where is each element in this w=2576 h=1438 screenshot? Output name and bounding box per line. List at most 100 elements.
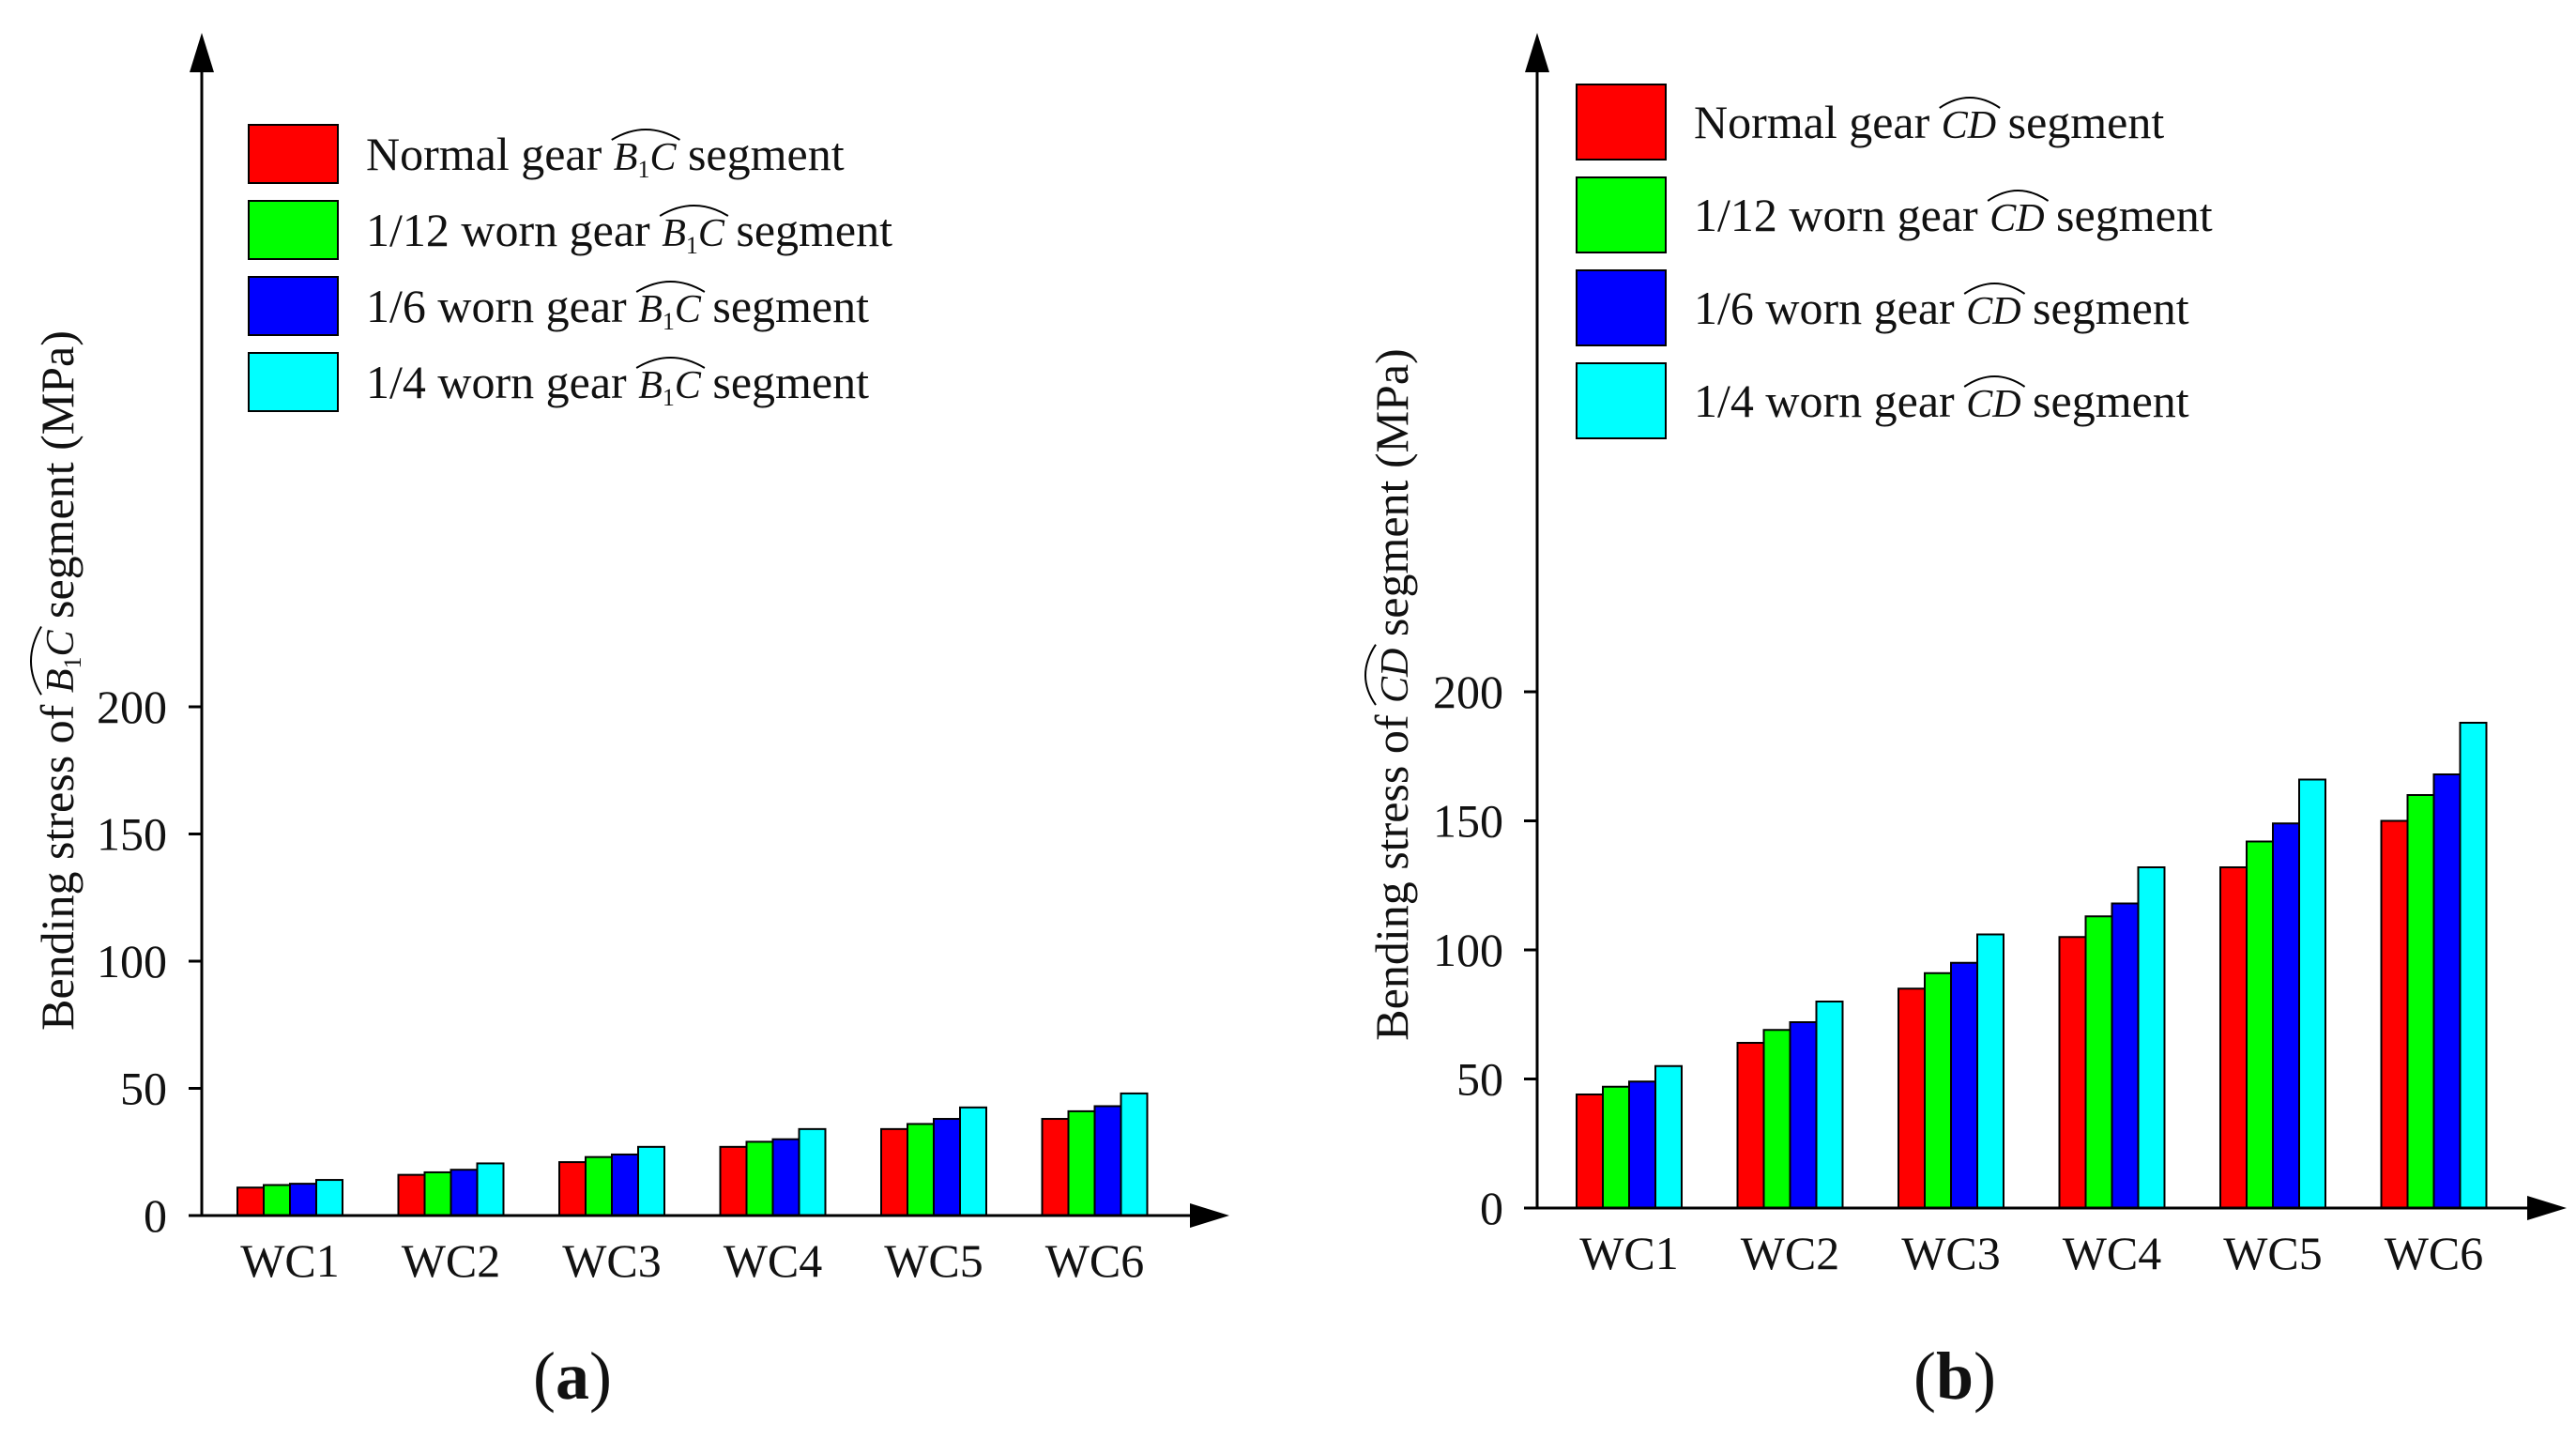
bar-b-wc6-s3 xyxy=(2459,722,2488,1209)
category-label-wc3: WC3 xyxy=(562,1234,662,1287)
legend-prefix: 1/6 worn gear xyxy=(1694,282,1966,334)
legend-arc-mark xyxy=(1939,97,2001,109)
legend-suffix: segment xyxy=(1996,96,2164,148)
bar-b-wc2-s1 xyxy=(1762,1029,1791,1209)
legend-arc-tail: C xyxy=(675,364,702,407)
legend-swatch-s1 xyxy=(248,200,339,260)
legend-arc-sub: 1 xyxy=(686,232,698,259)
bar-a-wc4-s0 xyxy=(719,1145,748,1216)
bar-a-wc1-s1 xyxy=(263,1184,291,1216)
legend-arc-sub: 1 xyxy=(663,308,675,335)
bar-b-wc4-s1 xyxy=(2084,915,2113,1209)
bar-b-wc5-s2 xyxy=(2272,822,2300,1209)
bar-a-wc2-s2 xyxy=(450,1169,479,1216)
bar-b-wc3-s3 xyxy=(1976,933,2004,1209)
bar-a-wc2-s3 xyxy=(476,1162,505,1216)
legend-prefix: 1/4 worn gear xyxy=(366,356,638,408)
bar-a-wc6-s1 xyxy=(1067,1109,1096,1217)
bar-b-wc5-s1 xyxy=(2246,840,2274,1209)
legend-arc-mark xyxy=(635,357,706,369)
legend-arc-main: CD xyxy=(1942,104,1996,147)
bar-a-wc5-s1 xyxy=(907,1123,935,1216)
bar-a-wc3-s1 xyxy=(585,1155,613,1217)
y-tick-label: 50 xyxy=(1456,1053,1503,1106)
y-tick-label: 150 xyxy=(1433,795,1503,848)
legend-arc-main: B xyxy=(638,288,663,331)
chart-b: WC1 WC2 WC3 WC4 WC5 WC6 0 50 100 150 200 Normal gea… xyxy=(1364,33,2567,1279)
ylabel-arc-tail: C xyxy=(39,630,83,657)
category-label-wc2: WC2 xyxy=(402,1234,501,1287)
bar-b-wc6-s1 xyxy=(2406,794,2435,1209)
bar-a-wc5-s2 xyxy=(933,1118,961,1217)
bar-b-wc3-s1 xyxy=(1924,971,1952,1209)
legend-arc-tail: C xyxy=(698,212,725,255)
legend-swatch-s3 xyxy=(1576,362,1667,439)
bar-a-wc6-s3 xyxy=(1120,1092,1149,1217)
ylabel-prefix: Bending stress of xyxy=(31,693,84,1031)
ylabel-arc-main: CD xyxy=(1374,649,1417,703)
category-label-wc4: WC4 xyxy=(724,1234,823,1287)
ylabel-arc-main: B xyxy=(39,669,83,694)
panel-label-b-text: b xyxy=(1935,1339,1974,1414)
y-axis-arrow xyxy=(190,33,214,72)
bar-b-wc4-s2 xyxy=(2111,902,2140,1209)
legend-arc-sub: 1 xyxy=(663,384,675,411)
category-label-wc6: WC6 xyxy=(1045,1234,1145,1287)
legend-entry-s3: 1/4 worn gear B1C segment xyxy=(366,356,869,411)
bar-a-wc1-s2 xyxy=(289,1183,317,1216)
ylabel-arc-mark xyxy=(1364,644,1377,706)
bar-a-wc4-s1 xyxy=(745,1140,774,1217)
legend-prefix: 1/12 worn gear xyxy=(366,204,662,256)
bar-b-wc1-s2 xyxy=(1628,1080,1656,1209)
legend-suffix: segment xyxy=(2021,375,2189,427)
legend-arc-tail: C xyxy=(675,288,702,331)
bar-a-wc1-s0 xyxy=(236,1186,265,1216)
y-tick-label: 0 xyxy=(144,1189,167,1242)
panel-label-b: (b) xyxy=(1913,1339,1996,1414)
legend-entry-s0: Normal gear B1C segment xyxy=(366,128,845,183)
legend-arc-main: B xyxy=(662,212,686,255)
bar-a-wc6-s2 xyxy=(1093,1105,1122,1216)
bar-b-wc2-s2 xyxy=(1789,1021,1818,1209)
category-label-wc1: WC1 xyxy=(240,1234,340,1287)
legend-swatch-s0 xyxy=(248,124,339,184)
bar-a-wc1-s3 xyxy=(315,1179,343,1217)
legend-arc-mark xyxy=(1963,283,2026,295)
ylabel-prefix: Bending stress of xyxy=(1365,703,1418,1041)
legend-swatch-s1 xyxy=(1576,176,1667,253)
legend-prefix: 1/12 worn gear xyxy=(1694,189,1989,241)
category-label-wc6: WC6 xyxy=(2385,1227,2484,1279)
legend-arc-main: B xyxy=(614,136,638,179)
legend-arc-main: CD xyxy=(1966,290,2020,333)
ylabel-suffix: segment (MPa) xyxy=(1365,348,1418,648)
legend-entry-s1: 1/12 worn gear CD segment xyxy=(1694,189,2213,241)
legend-suffix: segment xyxy=(701,280,869,332)
bar-a-wc2-s1 xyxy=(423,1170,452,1217)
category-label-wc3: WC3 xyxy=(1901,1227,2001,1279)
bar-a-wc5-s0 xyxy=(880,1127,908,1216)
y-tick-label: 200 xyxy=(1433,665,1503,718)
bar-b-wc4-s0 xyxy=(2058,936,2087,1209)
legend-entry-s3: 1/4 worn gear CD segment xyxy=(1694,375,2189,427)
category-label-wc1: WC1 xyxy=(1579,1227,1679,1279)
bar-a-wc3-s2 xyxy=(611,1153,639,1216)
bar-b-wc3-s2 xyxy=(1950,961,1978,1209)
bar-b-wc1-s0 xyxy=(1576,1094,1604,1209)
bar-a-wc3-s3 xyxy=(637,1145,665,1216)
legend-entry-s2: 1/6 worn gear CD segment xyxy=(1694,282,2189,334)
bar-b-wc1-s1 xyxy=(1602,1085,1630,1209)
y-tick-label: 100 xyxy=(1433,924,1503,976)
category-label-wc2: WC2 xyxy=(1741,1227,1840,1279)
bar-a-wc6-s0 xyxy=(1041,1118,1070,1217)
legend-arc-mark xyxy=(1987,190,2050,202)
legend-arc-mark xyxy=(1963,375,2026,388)
legend-suffix: segment xyxy=(2045,189,2213,241)
bar-b-wc6-s0 xyxy=(2380,819,2409,1209)
legend-arc-main: CD xyxy=(1989,197,2044,240)
bar-a-wc5-s3 xyxy=(959,1106,987,1216)
x-axis-arrow xyxy=(2527,1196,2567,1220)
legend-entry-s1: 1/12 worn gear B1C segment xyxy=(366,204,892,259)
